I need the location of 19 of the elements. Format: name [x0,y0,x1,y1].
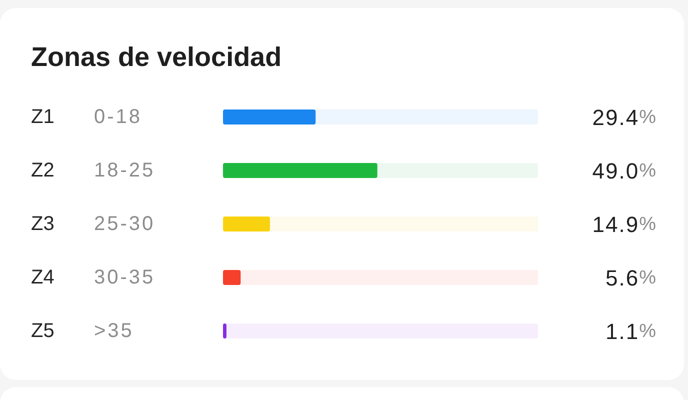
data-label: 5.6% [606,265,656,290]
y-tick-label: Z5 [31,320,54,342]
y2-tick-label: 25-30 [94,213,156,235]
y-tick-label: Z4 [31,266,54,288]
data-label: 29.4% [592,104,656,130]
y-tick-label: Z2 [31,160,54,182]
bar [223,270,241,285]
bar [223,216,270,232]
bar [223,324,226,338]
data-label: 1.1% [606,318,656,344]
chart-title: Zonas de velocidad [31,42,282,72]
y-tick-label: Z1 [31,106,54,128]
data-label: 49.0% [592,158,656,183]
y-tick-label: Z3 [31,213,54,235]
y2-tick-label: 18-25 [94,160,156,182]
y2-tick-label: >35 [94,320,134,342]
y2-tick-label: 0-18 [94,106,142,128]
data-label: 14.9% [592,212,656,236]
y2-tick-label: 30-35 [94,266,156,288]
